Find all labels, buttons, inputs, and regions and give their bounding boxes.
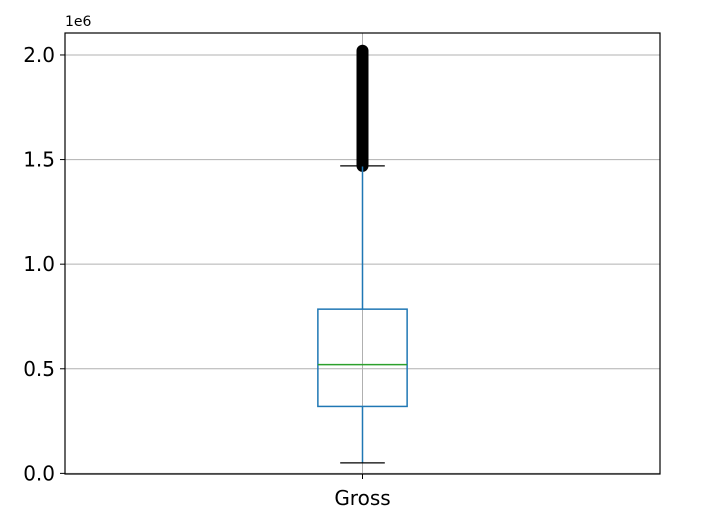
x-tick-label: Gross <box>334 486 390 510</box>
y-tick-label: 0.0 <box>23 461 55 485</box>
iqr-box <box>317 308 408 408</box>
axis-layer: 0.0 0.5 1.0 1.5 2.0 Gross <box>23 43 390 510</box>
box-layer <box>317 44 408 464</box>
y-axis-offset-label: 1e6 <box>65 14 92 30</box>
y-tick-label: 1.0 <box>23 252 55 276</box>
y-tick-label: 2.0 <box>23 43 55 67</box>
y-tick-label: 0.5 <box>23 357 55 381</box>
y-tick-label: 1.5 <box>23 148 55 172</box>
